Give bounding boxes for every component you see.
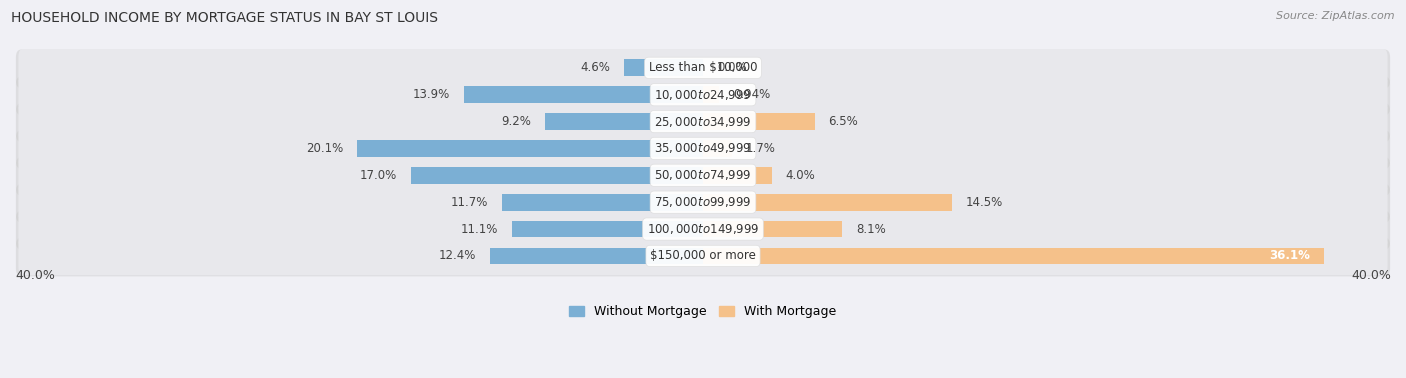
Text: 20.1%: 20.1% (307, 142, 343, 155)
Text: $75,000 to $99,999: $75,000 to $99,999 (654, 195, 752, 209)
FancyBboxPatch shape (15, 184, 1391, 223)
Text: $150,000 or more: $150,000 or more (650, 249, 756, 262)
Bar (624, 59, 703, 76)
Text: HOUSEHOLD INCOME BY MORTGAGE STATUS IN BAY ST LOUIS: HOUSEHOLD INCOME BY MORTGAGE STATUS IN B… (11, 11, 439, 25)
Text: 13.9%: 13.9% (413, 88, 450, 101)
Text: 4.0%: 4.0% (786, 169, 815, 182)
Text: 8.1%: 8.1% (856, 223, 886, 235)
FancyBboxPatch shape (18, 210, 1388, 248)
Bar (411, 167, 703, 184)
FancyBboxPatch shape (15, 130, 1391, 169)
FancyBboxPatch shape (18, 183, 1388, 222)
Text: 17.0%: 17.0% (360, 169, 396, 182)
FancyBboxPatch shape (18, 237, 1388, 275)
Bar (703, 248, 1324, 264)
Text: 4.6%: 4.6% (581, 61, 610, 74)
FancyBboxPatch shape (15, 50, 1391, 88)
Bar (703, 113, 815, 130)
Text: $35,000 to $49,999: $35,000 to $49,999 (654, 141, 752, 155)
Text: Less than $10,000: Less than $10,000 (648, 61, 758, 74)
Bar (703, 86, 718, 103)
FancyBboxPatch shape (15, 103, 1391, 142)
Text: 11.7%: 11.7% (451, 196, 488, 209)
Bar (512, 221, 703, 237)
FancyBboxPatch shape (18, 129, 1388, 168)
Text: 12.4%: 12.4% (439, 249, 477, 262)
Text: 6.5%: 6.5% (828, 115, 858, 128)
Text: 40.0%: 40.0% (15, 269, 55, 282)
Text: $10,000 to $24,999: $10,000 to $24,999 (654, 88, 752, 102)
Text: 0.0%: 0.0% (717, 61, 747, 74)
FancyBboxPatch shape (18, 156, 1388, 195)
Bar (357, 140, 703, 157)
Text: Source: ZipAtlas.com: Source: ZipAtlas.com (1277, 11, 1395, 21)
Text: $100,000 to $149,999: $100,000 to $149,999 (647, 222, 759, 236)
Text: 36.1%: 36.1% (1270, 249, 1310, 262)
Bar (489, 248, 703, 264)
FancyBboxPatch shape (18, 102, 1388, 141)
FancyBboxPatch shape (18, 75, 1388, 114)
FancyBboxPatch shape (15, 157, 1391, 196)
Text: 0.94%: 0.94% (733, 88, 770, 101)
Bar (703, 194, 952, 211)
Text: 40.0%: 40.0% (1351, 269, 1391, 282)
Bar (703, 140, 733, 157)
Text: 1.7%: 1.7% (747, 142, 776, 155)
Bar (703, 167, 772, 184)
Bar (502, 194, 703, 211)
FancyBboxPatch shape (15, 238, 1391, 276)
Text: 9.2%: 9.2% (501, 115, 531, 128)
Bar (464, 86, 703, 103)
Legend: Without Mortgage, With Mortgage: Without Mortgage, With Mortgage (564, 300, 842, 323)
Bar (703, 221, 842, 237)
Bar (544, 113, 703, 130)
FancyBboxPatch shape (15, 76, 1391, 115)
Text: $25,000 to $34,999: $25,000 to $34,999 (654, 115, 752, 129)
Text: $50,000 to $74,999: $50,000 to $74,999 (654, 168, 752, 182)
Text: 14.5%: 14.5% (966, 196, 1004, 209)
FancyBboxPatch shape (18, 48, 1388, 87)
FancyBboxPatch shape (15, 211, 1391, 249)
Text: 11.1%: 11.1% (461, 223, 498, 235)
